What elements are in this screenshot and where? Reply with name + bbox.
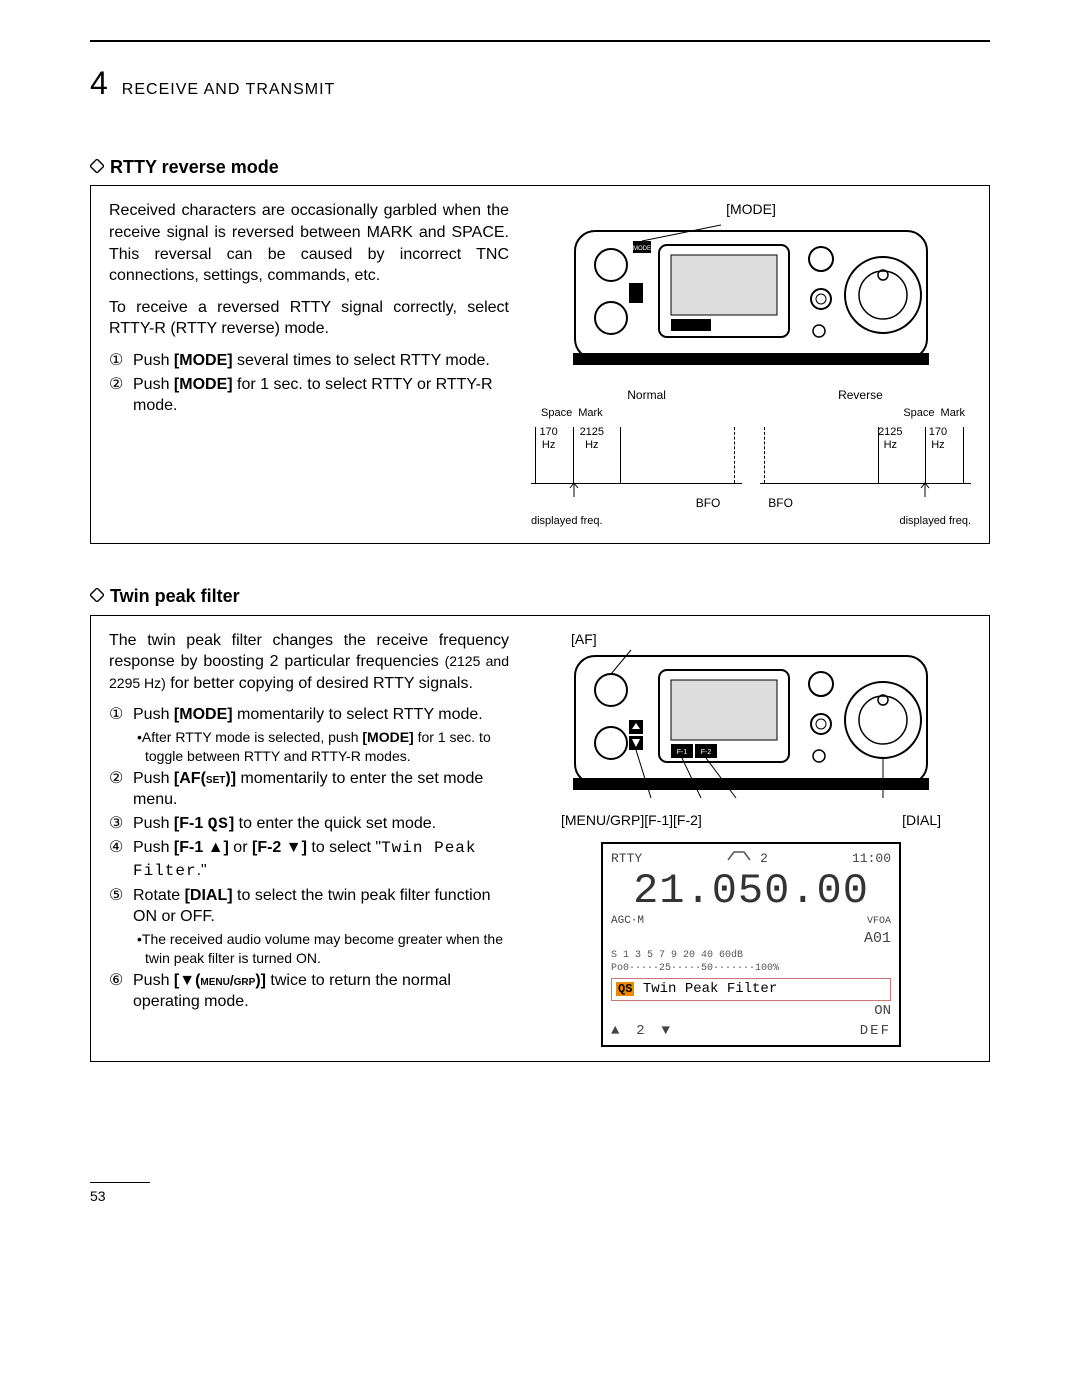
section1-box: Received characters are occasionally gar…: [90, 185, 990, 544]
hz: Hz: [542, 439, 555, 451]
bfo-l: BFO: [696, 495, 721, 511]
label-normal: Normal: [627, 387, 666, 403]
chapter-number: 4: [90, 62, 108, 105]
label-mark: Mark: [578, 406, 602, 421]
s2-n4: ④: [109, 837, 127, 882]
s1-step2: Push [MODE] for 1 sec. to select RTTY or…: [133, 374, 509, 417]
svg-text:F-1: F-1: [677, 749, 688, 756]
section2-heading: Twin peak filter: [90, 584, 990, 608]
lcd-filter-name: Twin Peak Filter: [643, 981, 777, 997]
hz2: Hz: [585, 439, 598, 451]
label-reverse: Reverse: [838, 387, 883, 403]
lcd-filter-icon: 2: [726, 850, 768, 868]
s2p1c: for better copying of desired RTTY signa…: [166, 675, 473, 692]
hzr: Hz: [884, 439, 897, 451]
s2-n1: ①: [109, 704, 127, 765]
lcd-on: ON: [874, 1002, 891, 1021]
disp-freq-r: displayed freq.: [760, 514, 971, 529]
label-space: Space: [541, 406, 572, 421]
hz2125r: 2125: [878, 426, 902, 438]
section1-heading: RTTY reverse mode: [90, 155, 990, 179]
lcd-vfo: VFOA: [867, 916, 891, 927]
s2-step6: Push [▼(menu/grp)] twice to return the n…: [133, 970, 509, 1013]
s2-step5-note: •The received audio volume may become gr…: [133, 930, 509, 968]
s2-n2: ②: [109, 768, 127, 811]
lcd-down-icon: ▼: [661, 1023, 669, 1039]
hzr2: Hz: [931, 439, 944, 451]
s2-n6: ⑥: [109, 970, 127, 1013]
lcd-qs: QS: [616, 982, 634, 996]
s1-para1: Received characters are occasionally gar…: [109, 200, 509, 286]
section2-box: The twin peak filter changes the receive…: [90, 615, 990, 1062]
lcd-s-scale: S 1 3 5 7 9 20 40 60dB: [611, 949, 891, 963]
lcd-filter-row: QS Twin Peak Filter: [611, 978, 891, 1001]
lcd-frequency: 21.050.00: [611, 870, 891, 912]
heading-text: RTTY reverse mode: [110, 155, 279, 179]
lcd-up-icon: ▲: [611, 1023, 619, 1039]
lcd-time: 11:00: [852, 850, 891, 868]
s2-step5: Rotate [DIAL] to select the twin peak fi…: [133, 885, 509, 968]
af-label: [AF]: [571, 630, 971, 649]
step-num-2: ②: [109, 374, 127, 417]
svg-text:MODE: MODE: [633, 246, 651, 252]
svg-text:MENU: MENU: [629, 752, 644, 758]
s2-step1: Push [MODE] momentarily to select RTTY m…: [133, 704, 509, 765]
lbl-menugrp: [MENU/GRP]: [561, 811, 644, 830]
page-number: 53: [90, 1182, 150, 1206]
diamond-icon: [90, 155, 104, 179]
s2-n5: ⑤: [109, 885, 127, 968]
hz170r: 170: [929, 426, 947, 438]
lcd-def: DEF: [860, 1022, 891, 1041]
s2-para1: The twin peak filter changes the receive…: [109, 630, 509, 695]
s1-para2: To receive a reversed RTTY signal correc…: [109, 297, 509, 340]
mode-label: [MODE]: [531, 200, 971, 219]
label-mark-r: Mark: [941, 406, 965, 421]
chapter-title: RECEIVE AND TRANSMIT: [122, 79, 336, 101]
s2-step1-note: •After RTTY mode is selected, push [MODE…: [133, 728, 509, 766]
step-num-1: ①: [109, 350, 127, 372]
s2-step4: Push [F-1 ▲] or [F-2 ▼] to select "Twin …: [133, 837, 509, 882]
lbl-f1: [F-1]: [644, 811, 673, 830]
lcd-mode: RTTY: [611, 850, 642, 868]
s2-n3: ③: [109, 813, 127, 836]
lcd-po-scale: Po0·····25·····50·······100%: [611, 962, 891, 976]
disp-freq-l: displayed freq.: [531, 514, 742, 529]
lcd-screen: RTTY 2 11:00 21.050.00 AGC·M VFOA A01 S …: [601, 842, 901, 1046]
diamond-icon-2: [90, 584, 104, 608]
svg-text:F-2: F-2: [701, 749, 712, 756]
s2-step2: Push [AF(set)] momentarily to enter the …: [133, 768, 509, 811]
lcd-bot-n: 2: [636, 1023, 644, 1039]
lcd-ch: A01: [864, 930, 891, 947]
freq-diagram: Normal Space Mark 170Hz: [531, 387, 971, 529]
s2-step3: Push [F-1 QS] to enter the quick set mod…: [133, 813, 509, 836]
heading-text-2: Twin peak filter: [110, 584, 240, 608]
hz2125: 2125: [580, 426, 604, 438]
lbl-dial: [DIAL]: [902, 811, 941, 830]
radio-panel-1: MODE: [571, 223, 931, 373]
radio-panel-2: MENU F-1 F-2: [571, 648, 931, 803]
s1-step1: Push [MODE] several times to select RTTY…: [133, 350, 509, 372]
lbl-f2: [F-2]: [673, 811, 702, 830]
bfo-r: BFO: [768, 495, 793, 511]
lcd-agc: AGC·M: [611, 914, 644, 949]
label-space-r: Space: [903, 406, 934, 421]
hz170: 170: [539, 426, 557, 438]
